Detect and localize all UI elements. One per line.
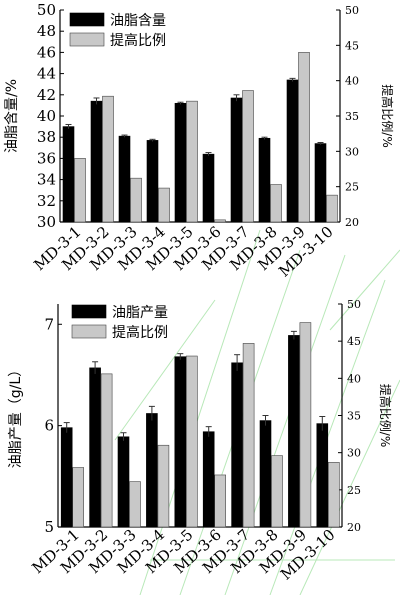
right-tick-label: 30 xyxy=(345,145,359,158)
bar-increase-ratio xyxy=(186,355,198,528)
bar-oil-yield xyxy=(174,356,187,528)
right-tick-label: 45 xyxy=(347,335,361,348)
legend-label-secondary: 提高比例 xyxy=(110,32,166,49)
bar-oil-yield xyxy=(259,420,272,528)
bar-increase-ratio xyxy=(214,219,226,223)
bar-increase-ratio xyxy=(186,100,198,223)
bar-oil-content xyxy=(230,97,243,223)
y2-axis-title: 提高比例/% xyxy=(380,84,395,147)
left-tick-label: 48 xyxy=(37,22,56,40)
left-tick-label: 7 xyxy=(44,315,54,333)
legend-swatch-primary xyxy=(69,12,105,27)
oil-content-chart: 30 32 34 36 38 40 42 44 46 48 50 20 25 30 35 40 45 50 油脂含量… xyxy=(4,1,395,280)
bar-increase-ratio xyxy=(74,158,86,223)
legend-label-primary: 油脂产量 xyxy=(112,305,168,321)
left-tick-label: 38 xyxy=(37,128,56,146)
bar-increase-ratio xyxy=(129,481,141,528)
right-tick-label: 25 xyxy=(345,181,359,194)
right-tick-label: 35 xyxy=(345,110,359,123)
bar-oil-yield xyxy=(231,362,243,528)
legend-swatch-primary xyxy=(71,304,107,319)
bar-oil-yield xyxy=(288,335,300,528)
watermark-stroke xyxy=(329,249,400,331)
bar-oil-yield xyxy=(316,423,329,528)
left-tick-label: 46 xyxy=(37,43,56,61)
bar-increase-ratio xyxy=(157,444,170,528)
right-tick-label: 20 xyxy=(345,216,359,229)
bar-increase-ratio xyxy=(100,373,113,528)
bar-oil-yield xyxy=(146,413,158,528)
bar-increase-ratio xyxy=(326,194,338,223)
bar-oil-yield xyxy=(89,367,101,528)
left-tick-label: 32 xyxy=(37,192,56,210)
bar-increase-ratio xyxy=(130,177,142,223)
y2-axis-title: 提高比例/% xyxy=(378,384,393,447)
bar-increase-ratio xyxy=(271,455,283,528)
bar-increase-ratio xyxy=(270,184,282,223)
watermark-lines xyxy=(114,229,400,595)
legend-swatch-secondary xyxy=(69,32,105,47)
watermark-stroke xyxy=(139,229,261,595)
bar-increase-ratio xyxy=(298,52,310,223)
bar-oil-content xyxy=(146,140,159,223)
right-tick-label: 50 xyxy=(347,298,361,311)
left-tick-label: 44 xyxy=(37,65,56,83)
bar-oil-content xyxy=(286,79,299,223)
bar-increase-ratio xyxy=(327,462,340,528)
bar-oil-yield xyxy=(202,431,215,528)
legend-swatch-secondary xyxy=(71,324,107,339)
bar-oil-content xyxy=(118,135,131,223)
watermark-stroke xyxy=(114,299,216,441)
watermark-stroke xyxy=(224,254,346,595)
right-tick-label: 35 xyxy=(347,410,361,423)
right-tick-label: 30 xyxy=(347,447,361,460)
right-tick-label: 50 xyxy=(345,4,359,17)
bar-oil-content xyxy=(174,102,187,223)
bar-increase-ratio xyxy=(158,187,170,223)
right-tick-label: 40 xyxy=(345,75,359,88)
left-tick-label: 5 xyxy=(44,518,54,536)
bar-oil-content xyxy=(202,153,215,223)
right-tick-label: 45 xyxy=(345,39,359,52)
bar-oil-content xyxy=(258,137,271,223)
bar-oil-yield xyxy=(60,427,73,528)
left-tick-label: 6 xyxy=(44,417,54,435)
y-axis-title: 油脂含量/% xyxy=(4,79,20,153)
bar-increase-ratio xyxy=(214,474,226,528)
left-tick-label: 34 xyxy=(37,171,56,189)
left-tick-label: 36 xyxy=(37,149,56,167)
right-tick-label: 25 xyxy=(347,484,361,497)
legend-label-secondary: 提高比例 xyxy=(112,324,168,341)
left-tick-label: 42 xyxy=(37,86,56,104)
left-tick-label: 30 xyxy=(37,213,56,231)
bar-oil-content xyxy=(90,100,103,223)
watermark-stroke xyxy=(299,379,400,595)
bar-increase-ratio xyxy=(72,467,84,528)
right-tick-label: 20 xyxy=(347,521,361,534)
bar-increase-ratio xyxy=(242,343,255,528)
bar-oil-yield xyxy=(117,436,130,528)
legend-label-primary: 油脂含量 xyxy=(110,13,166,29)
bar-increase-ratio xyxy=(299,322,312,528)
right-tick-label: 40 xyxy=(347,372,361,385)
bar-increase-ratio xyxy=(242,90,254,223)
left-tick-label: 50 xyxy=(37,1,56,19)
bar-oil-content xyxy=(314,143,327,223)
left-tick-label: 40 xyxy=(37,107,56,125)
bar-oil-content xyxy=(62,126,75,223)
y-axis-title: 油脂产量（g/L） xyxy=(8,363,24,468)
bar-increase-ratio xyxy=(102,95,114,223)
